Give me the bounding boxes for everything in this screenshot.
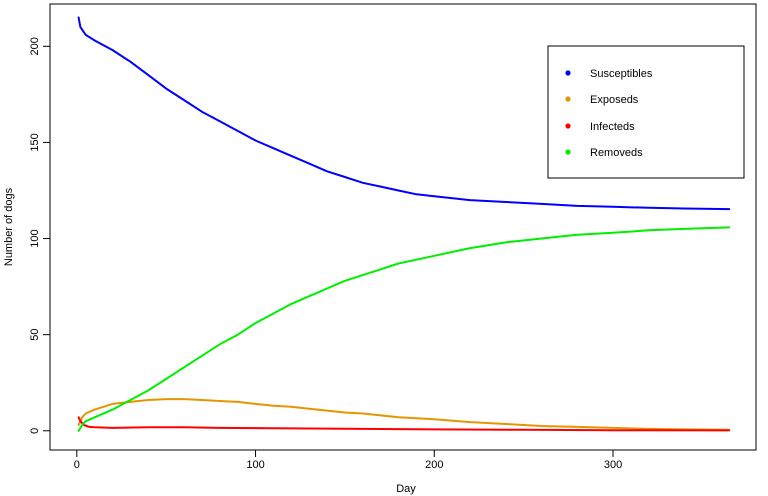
legend: Susceptibles Exposeds Infecteds Removeds [547, 45, 745, 179]
series-line-susceptibles [77, 16, 731, 211]
series-layer [77, 16, 731, 432]
series-line-infecteds [77, 416, 731, 432]
legend-marker-exposeds [565, 96, 571, 102]
legend-marker-susceptibles [565, 70, 571, 76]
legend-label-exposeds: Exposeds [590, 94, 639, 106]
x-tick-label: 200 [425, 459, 443, 471]
legend-label-susceptibles: Susceptibles [590, 68, 653, 80]
legend-marker-removeds [565, 149, 571, 155]
legend-label-infecteds: Infecteds [590, 121, 635, 133]
y-tick-label: 50 [29, 329, 41, 341]
legend-box [547, 45, 745, 179]
x-axis: 0 100 200 300 [74, 449, 622, 471]
x-tick-label: 0 [74, 459, 80, 471]
x-axis-title: Day [396, 483, 416, 495]
y-tick-label: 0 [29, 428, 41, 434]
y-axis-title: Number of dogs [3, 187, 15, 266]
x-tick-label: 300 [604, 459, 622, 471]
x-tick-label: 100 [246, 459, 264, 471]
y-axis: 0 50 100 150 200 [29, 37, 51, 434]
legend-marker-infecteds [565, 123, 571, 129]
y-tick-label: 150 [29, 133, 41, 151]
y-tick-label: 100 [29, 229, 41, 247]
legend-label-removeds: Removeds [590, 147, 643, 159]
series-line-exposeds [77, 398, 731, 431]
series-line-removeds [77, 226, 731, 432]
y-tick-label: 200 [29, 37, 41, 55]
